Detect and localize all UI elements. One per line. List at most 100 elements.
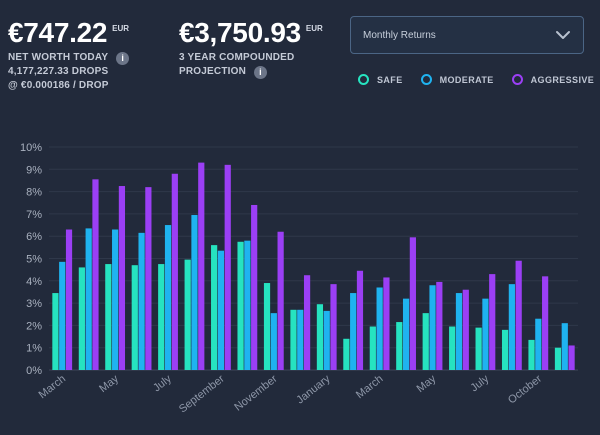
y-tick-label: 8% bbox=[26, 187, 42, 199]
bar-moderate bbox=[482, 298, 489, 370]
bar-aggressive bbox=[145, 187, 152, 370]
bar-moderate bbox=[535, 318, 542, 370]
y-tick-label: 2% bbox=[26, 320, 42, 332]
bar-safe bbox=[316, 304, 324, 370]
net-worth-block: €747.22 EUR NET WORTH TODAY i 4,177,227.… bbox=[8, 17, 130, 93]
bar-aggressive bbox=[303, 275, 311, 370]
bar-aggressive bbox=[383, 277, 390, 370]
y-tick-label: 10% bbox=[20, 142, 42, 154]
y-tick-label: 1% bbox=[26, 343, 42, 355]
bar-moderate bbox=[59, 261, 66, 370]
projection-amount: €3,750.93 bbox=[179, 17, 301, 48]
bar-aggressive bbox=[224, 164, 231, 370]
x-tick-label: July bbox=[151, 373, 174, 395]
bar-safe bbox=[263, 283, 271, 370]
x-tick-label: January bbox=[294, 373, 333, 407]
drop-rate: @ €0.000186 / DROP bbox=[8, 80, 109, 91]
chart-legend: SAFE MODERATE AGGRESSIVE bbox=[358, 74, 594, 85]
legend-dot-safe bbox=[358, 74, 369, 85]
x-tick-label: October bbox=[506, 373, 544, 407]
bar-moderate bbox=[429, 285, 436, 370]
bar-safe bbox=[449, 326, 456, 370]
projection-label-line1: 3 YEAR COMPOUNDED bbox=[179, 52, 295, 63]
x-tick-label: March bbox=[354, 373, 385, 401]
bar-safe bbox=[184, 259, 191, 370]
bar-aggressive bbox=[515, 260, 522, 370]
bar-aggressive bbox=[92, 179, 99, 370]
bar-aggressive bbox=[436, 281, 443, 370]
net-worth-amount: €747.22 bbox=[8, 17, 108, 48]
legend-dot-moderate bbox=[420, 74, 432, 85]
projection-currency: EUR bbox=[305, 24, 323, 33]
x-tick-label: May bbox=[97, 373, 121, 396]
x-tick-label: September bbox=[177, 373, 227, 416]
bar-moderate bbox=[85, 228, 92, 370]
bar-aggressive bbox=[118, 186, 126, 370]
legend-item-aggressive[interactable]: AGGRESSIVE bbox=[511, 74, 595, 85]
bar-moderate bbox=[244, 240, 251, 370]
bar-moderate bbox=[561, 323, 568, 370]
bar-safe bbox=[369, 326, 376, 370]
bar-aggressive bbox=[568, 345, 575, 370]
bar-safe bbox=[78, 267, 85, 370]
bar-aggressive bbox=[356, 270, 364, 370]
legend-label-moderate: MODERATE bbox=[439, 74, 494, 85]
y-tick-label: 4% bbox=[26, 276, 42, 288]
net-worth-info-icon[interactable]: i bbox=[116, 51, 130, 65]
bar-safe bbox=[422, 313, 429, 370]
y-tick-label: 0% bbox=[26, 365, 42, 377]
bar-aggressive bbox=[198, 162, 205, 370]
x-tick-label: March bbox=[37, 373, 68, 401]
bar-moderate bbox=[270, 313, 277, 370]
projection-info-icon[interactable]: i bbox=[254, 65, 268, 79]
bar-moderate bbox=[508, 284, 515, 370]
drops-count: 4,177,227.33 DROPS bbox=[8, 66, 109, 77]
bar-aggressive bbox=[277, 231, 284, 370]
bar-moderate bbox=[323, 310, 330, 370]
bar-moderate bbox=[402, 298, 410, 370]
bar-aggressive bbox=[330, 284, 337, 370]
legend-item-moderate[interactable]: MODERATE bbox=[420, 74, 494, 85]
y-tick-label: 7% bbox=[26, 209, 42, 221]
bar-safe bbox=[343, 338, 350, 370]
chevron-down-icon bbox=[556, 31, 570, 39]
bar-aggressive bbox=[251, 204, 258, 370]
y-tick-label: 3% bbox=[26, 298, 42, 310]
bar-aggressive bbox=[489, 274, 496, 370]
bar-moderate bbox=[164, 225, 172, 370]
bar-moderate bbox=[191, 215, 198, 370]
bar-aggressive bbox=[171, 173, 178, 370]
bar-aggressive bbox=[409, 237, 416, 370]
bar-safe bbox=[237, 241, 244, 370]
period-select-value: Monthly Returns bbox=[363, 29, 436, 41]
bar-moderate bbox=[350, 293, 357, 370]
bar-moderate bbox=[297, 309, 304, 370]
legend-item-safe[interactable]: SAFE bbox=[358, 74, 403, 85]
y-tick-label: 6% bbox=[26, 231, 42, 243]
bar-safe bbox=[501, 329, 509, 370]
bar-safe bbox=[475, 327, 482, 370]
y-tick-label: 5% bbox=[26, 254, 42, 266]
y-tick-label: 9% bbox=[26, 164, 42, 176]
bar-safe bbox=[158, 264, 165, 370]
bar-moderate bbox=[138, 232, 145, 370]
bar-aggressive bbox=[462, 289, 469, 370]
bar-safe bbox=[211, 245, 218, 370]
period-select[interactable]: Monthly Returns bbox=[350, 16, 584, 54]
bar-safe bbox=[396, 322, 403, 370]
bar-aggressive bbox=[65, 229, 73, 370]
bar-safe bbox=[528, 339, 535, 370]
legend-label-safe: SAFE bbox=[377, 74, 403, 85]
bar-safe bbox=[105, 264, 112, 370]
bar-aggressive bbox=[542, 276, 549, 370]
projection-label-line2: PROJECTION bbox=[179, 66, 247, 77]
net-worth-label: NET WORTH TODAY bbox=[8, 52, 109, 63]
bar-moderate bbox=[112, 229, 119, 370]
x-tick-label: November bbox=[232, 373, 280, 414]
bar-safe bbox=[52, 293, 59, 370]
bar-safe bbox=[131, 265, 138, 370]
net-worth-currency: EUR bbox=[112, 24, 130, 33]
bar-moderate bbox=[455, 293, 463, 370]
bar-moderate bbox=[217, 250, 225, 370]
